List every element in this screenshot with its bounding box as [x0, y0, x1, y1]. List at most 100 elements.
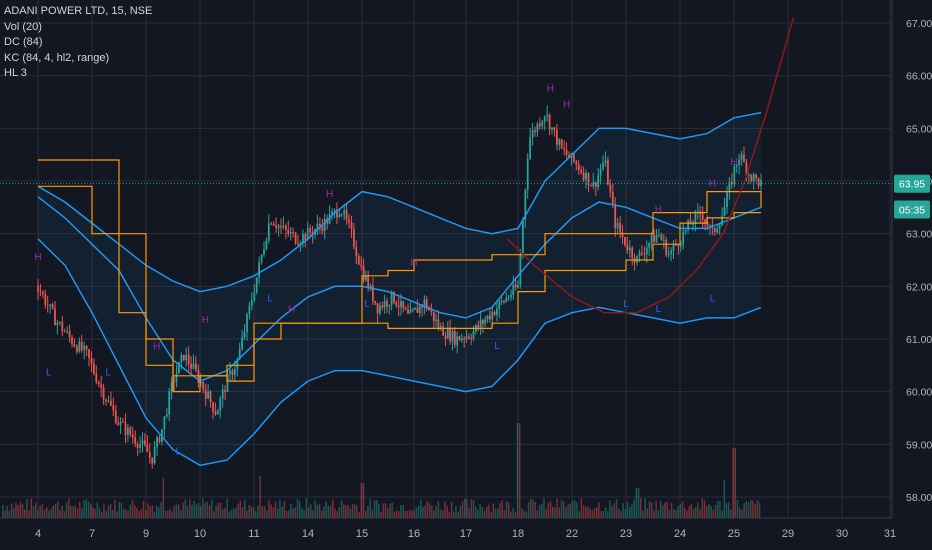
pivot-high-marker: H [655, 205, 662, 216]
legend-hl[interactable]: HL 3 [4, 67, 27, 79]
volume-bar [422, 507, 424, 518]
candle-body [270, 223, 273, 225]
volume-bar [653, 510, 655, 518]
volume-bar [642, 510, 644, 518]
candle-body [292, 232, 294, 234]
volume-bar [758, 502, 761, 518]
candle-body [163, 416, 166, 430]
candle-body [170, 381, 173, 392]
pivot-high-marker: H [730, 157, 737, 168]
pivot-high-marker: H [34, 252, 41, 263]
chart-legend: ADANI POWER LTD, 15, NSE Vol (20) DC (84… [4, 4, 152, 82]
volume-bar [261, 506, 264, 518]
legend-dc[interactable]: DC (84) [4, 36, 43, 48]
volume-bar [620, 511, 622, 518]
candle-body [514, 284, 517, 288]
candle-body [558, 139, 561, 145]
candle-body [209, 391, 212, 402]
candle-body [158, 437, 161, 442]
candle-body [165, 414, 168, 417]
candle-body [185, 354, 188, 360]
volume-bar [475, 506, 477, 518]
volume-bar [701, 498, 704, 518]
volume-bar [252, 507, 255, 518]
volume-bar [490, 511, 492, 518]
candle-body [272, 224, 275, 226]
candle-body [54, 308, 56, 326]
volume-bar [270, 504, 272, 518]
volume-bar [158, 507, 160, 518]
candle-body [180, 355, 183, 363]
volume-bar [142, 500, 145, 518]
candle-body [628, 247, 631, 251]
volume-bar [149, 506, 151, 518]
candle-body [136, 443, 139, 448]
candle-body [294, 232, 297, 244]
volume-bar [54, 503, 57, 518]
volume-bar [477, 509, 479, 518]
volume-bar [560, 500, 563, 518]
volume-bar [107, 505, 110, 518]
volume-bar [545, 508, 547, 518]
volume-bar [123, 508, 125, 518]
legend-vol[interactable]: Vol (20) [4, 20, 42, 33]
volume-bar [604, 507, 607, 518]
volume-bar [406, 510, 409, 518]
volume-bar [52, 505, 55, 518]
legend-kc[interactable]: KC (84, 4, hl2, range) [4, 51, 110, 64]
candle-body [607, 160, 609, 185]
candle-body [541, 121, 544, 127]
candle-body [212, 402, 214, 412]
volume-bar [745, 501, 748, 518]
volume-bar [70, 505, 72, 518]
volume-bar [629, 507, 631, 518]
volume-bar [633, 499, 635, 518]
candle-body [648, 242, 651, 248]
volume-bar [17, 505, 19, 518]
candle-body [704, 219, 706, 223]
pivot-low-marker: L [494, 341, 500, 352]
candle-body [397, 305, 400, 308]
candle-body [713, 227, 716, 233]
volume-bar [336, 511, 338, 518]
candle-body [402, 301, 405, 308]
volume-bar [681, 501, 684, 518]
pivot-high-marker: H [288, 305, 295, 316]
volume-bar [195, 504, 198, 518]
volume-bar [184, 499, 187, 518]
volume-bar [655, 500, 657, 518]
candle-body [609, 184, 612, 193]
candle-body [470, 338, 473, 340]
volume-bar [442, 510, 444, 518]
volume-bar [534, 502, 536, 518]
candle-body [425, 299, 428, 309]
candle-body [331, 211, 333, 215]
volume-bar [19, 502, 22, 518]
volume-bar [65, 502, 68, 518]
candle-body [580, 169, 583, 173]
candle-body [638, 252, 641, 256]
candle-body [510, 294, 512, 298]
volume-bar [413, 510, 415, 518]
candle-body [496, 308, 498, 315]
volume-bar [719, 500, 721, 518]
keltner-lower-line [37, 238, 762, 467]
candle-body [306, 228, 309, 240]
legend-symbol[interactable]: ADANI POWER LTD, 15, NSE [4, 5, 153, 17]
volume-bar [420, 499, 422, 518]
volume-bar [684, 507, 686, 518]
candle-body [340, 214, 343, 216]
volume-bar [402, 504, 404, 518]
volume-bar [347, 505, 349, 518]
candle-body [539, 123, 541, 127]
candle-body [575, 161, 578, 165]
volume-bar [446, 506, 448, 518]
volume-bar [743, 503, 745, 518]
volume-bar [112, 510, 114, 518]
candle-body [59, 321, 61, 323]
volume-bar [712, 509, 715, 518]
volume-bar [235, 507, 237, 518]
volume-bar [609, 500, 611, 518]
candle-body [90, 358, 93, 364]
